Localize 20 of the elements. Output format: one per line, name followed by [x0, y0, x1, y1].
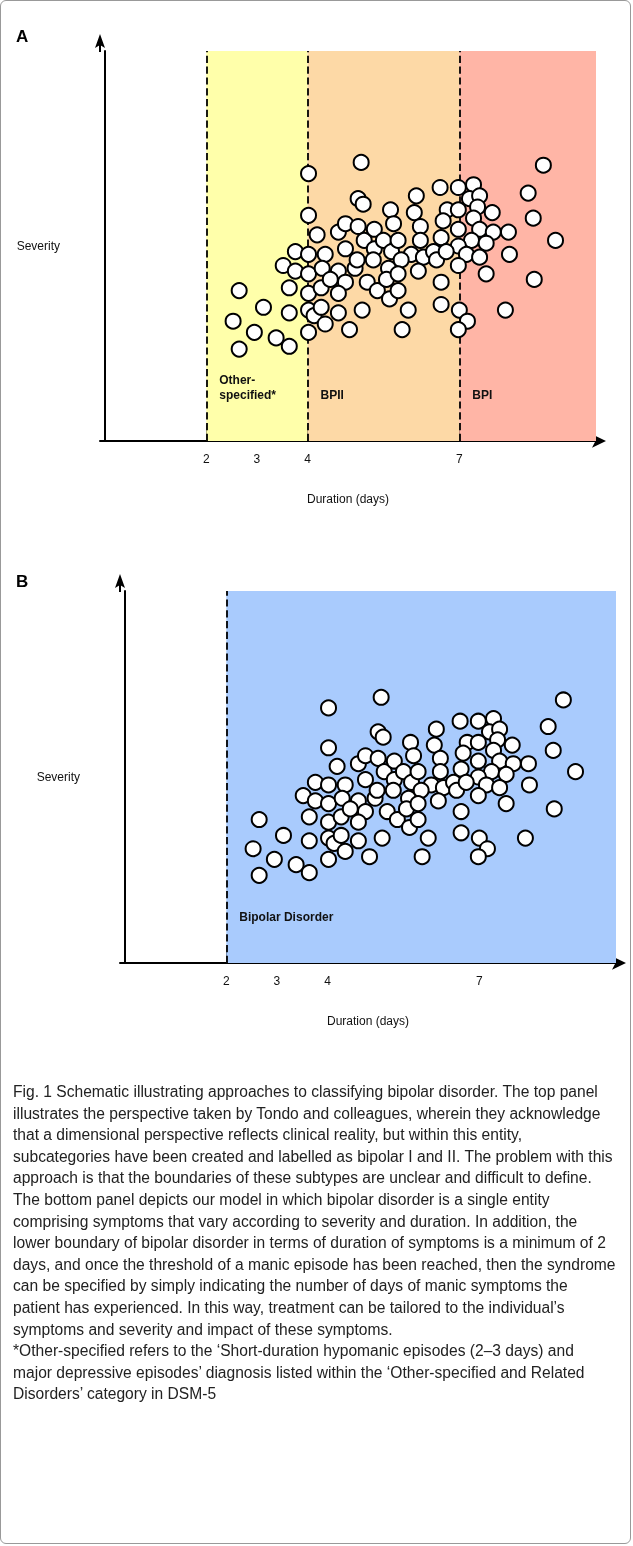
text: Fig. 1 Schematic illustrating approaches to classifying bipolar disorder. The top panel illustrates the perspective taken by Tondo and colleagues, wherein they acknowledge that a dimensional perspective reflects clinical reality, but within this entity, subcategories have been created and labelled as bipolar I and II. The problem with this approach is that the boundaries of these subtypes are unclear and difficult to define. The bottom panel depicts our model in which bipolar disorder is a single entity comprising symptoms that vary according to severity and duration. In addition, the lower boundary of bipolar disorder in terms of duration of symptoms is a minimum of 2 days, and once the threshold of a manic episode has been reached, then the syndrome can be specified by simply indicating the number of days of manic symptoms the patient has experienced. In this way, treatment can be tailored to the individual’s symptoms and severity and impact of these symptoms.: [13, 1083, 616, 1338]
x-tick-label: 3: [253, 452, 261, 466]
chart-title: B: [16, 572, 29, 591]
band-label: Bipolar Disorder: [239, 909, 334, 924]
x-tick-label: 7: [456, 452, 463, 466]
text: *Other-specified refers to the ‘Short-duration hypomanic episodes (2–3 days) and major depressive episodes’ diagnosis listed within the ‘Other-specified and Related Disorders’ category in DSM-5: [13, 1341, 586, 1405]
y-axis-title: Severity: [36, 770, 80, 784]
x-tick-label: 3: [273, 974, 281, 988]
x-tick-label: 2: [222, 974, 230, 988]
x-axis-title: Duration (days): [306, 492, 390, 506]
x-tick-label: 7: [476, 974, 483, 988]
band-label: BPII: [320, 387, 344, 402]
y-axis-title: Severity: [16, 239, 60, 253]
chart-title: A: [16, 27, 29, 46]
band-label: BPI: [472, 387, 493, 402]
x-tick-label: 4: [304, 452, 312, 466]
x-tick-label: 2: [202, 452, 210, 466]
x-tick-label: 4: [324, 974, 332, 988]
x-axis-title: Duration (days): [326, 1014, 410, 1028]
band-label: Other-specified*: [219, 372, 277, 402]
